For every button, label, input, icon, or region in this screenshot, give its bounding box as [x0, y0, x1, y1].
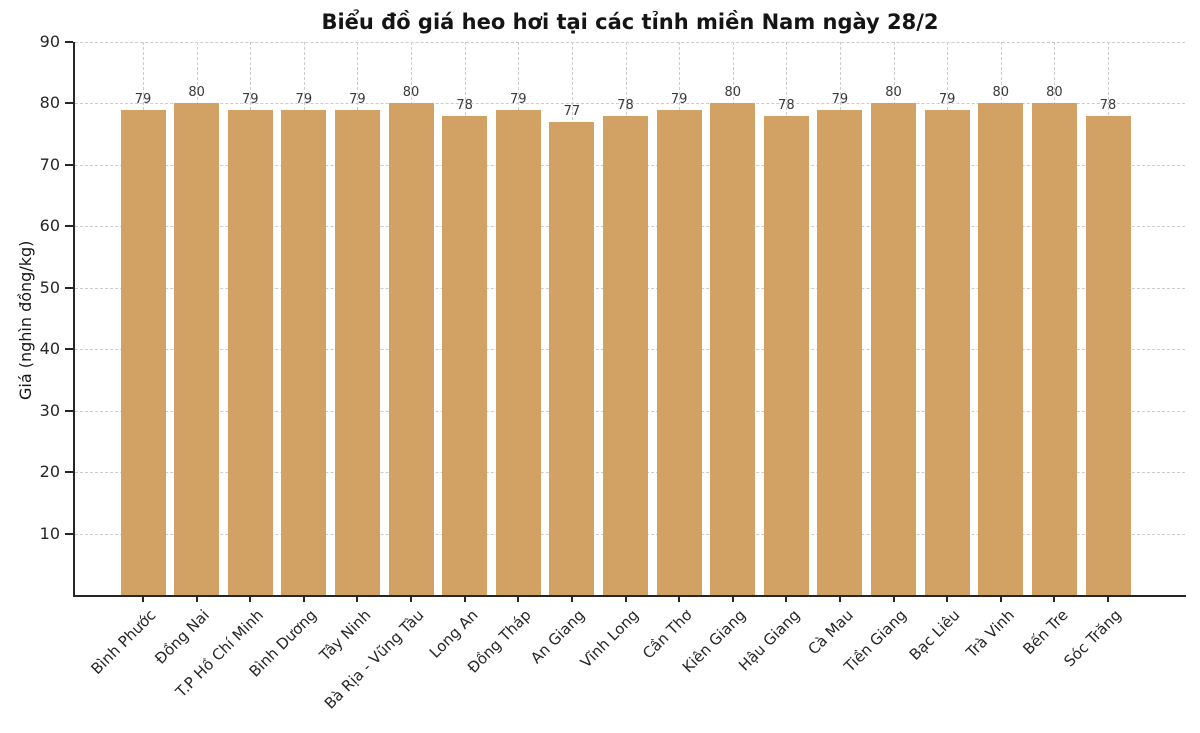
- x-tick-mark: [624, 596, 627, 602]
- y-tick-label: 50: [39, 277, 60, 297]
- y-tick-mark: [65, 409, 73, 412]
- x-tick-mark: [142, 596, 144, 602]
- y-axis-line: [73, 42, 75, 597]
- bar-value-label: 80: [724, 85, 741, 101]
- bar: [1085, 115, 1131, 595]
- chart-title: Biểu đồ giá heo hơi tại các tỉnh miền Na…: [321, 10, 939, 34]
- plot-area: 79 80 79 79 79 80 78 79 77 78 79 80 78 79 80 79 80 80 78: [75, 42, 1185, 595]
- bar-value-label: 80: [188, 85, 205, 101]
- bar-value-label: 79: [134, 91, 152, 107]
- y-tick-mark: [65, 532, 73, 535]
- gridline-horizontal: [75, 42, 1185, 43]
- bar-value-label: 78: [456, 97, 473, 113]
- x-tick-label: Bình Phước: [87, 606, 160, 678]
- bar-value-label: 80: [992, 85, 1010, 101]
- bar: [334, 109, 380, 595]
- bar: [603, 115, 648, 595]
- x-tick-mark: [946, 596, 949, 602]
- x-tick-label: Bạc Liêu: [906, 606, 964, 664]
- y-tick-label: 10: [39, 523, 60, 543]
- y-tick-mark: [65, 102, 73, 105]
- y-tick-label: 60: [39, 216, 60, 236]
- x-tick-mark: [195, 596, 198, 602]
- bar: [817, 109, 863, 595]
- x-tick-mark: [463, 596, 466, 602]
- x-tick-mark: [731, 596, 734, 602]
- bar: [281, 109, 327, 595]
- bar: [924, 109, 970, 595]
- y-tick-mark: [65, 163, 73, 166]
- y-axis-title: Giá (nghìn đồng/kg): [16, 240, 35, 400]
- x-tick-mark: [517, 596, 520, 602]
- x-tick-mark: [1053, 596, 1056, 602]
- x-tick-mark: [249, 596, 252, 602]
- y-tick-label: 80: [39, 93, 60, 113]
- x-tick-mark: [410, 596, 413, 602]
- bar-value-label: 78: [1099, 97, 1117, 113]
- bar-value-label: 79: [241, 91, 259, 107]
- bar: [1031, 103, 1077, 595]
- bar-value-label: 79: [938, 91, 956, 107]
- bar-value-label: 79: [670, 91, 688, 107]
- bar: [549, 121, 595, 595]
- bar-value-label: 80: [885, 85, 902, 101]
- x-tick-mark: [570, 596, 573, 602]
- bar: [174, 103, 220, 595]
- y-tick-mark: [65, 348, 73, 351]
- x-tick-mark: [678, 596, 681, 602]
- x-tick-mark: [302, 596, 305, 602]
- gridline-horizontal: [75, 103, 1185, 105]
- bar: [871, 103, 917, 595]
- bar-value-label: 80: [402, 85, 420, 101]
- y-tick-mark: [65, 41, 73, 43]
- x-tick-mark: [785, 596, 788, 602]
- bar-value-label: 78: [617, 97, 634, 113]
- bar: [495, 109, 541, 595]
- y-tick-label: 40: [39, 339, 60, 359]
- bar: [442, 115, 488, 595]
- y-tick-mark: [65, 471, 73, 474]
- bar-value-label: 77: [563, 103, 581, 119]
- bar: [710, 103, 756, 595]
- y-tick-label: 90: [39, 32, 60, 51]
- bar-value-label: 79: [349, 91, 366, 107]
- x-tick-mark: [892, 596, 895, 602]
- x-tick-label: Vĩnh Long: [576, 606, 643, 672]
- x-tick-mark: [838, 596, 841, 602]
- y-tick-label: 30: [39, 400, 60, 420]
- bar: [763, 115, 809, 595]
- x-tick-mark: [1107, 596, 1109, 602]
- bar-value-label: 79: [831, 91, 849, 107]
- x-tick-label: Sóc Trăng: [1060, 606, 1125, 671]
- y-tick-mark: [65, 225, 73, 228]
- y-tick-mark: [65, 286, 73, 289]
- y-tick-label: 70: [39, 154, 60, 174]
- bar-value-label: 80: [1046, 85, 1063, 101]
- x-axis-line: [73, 595, 1186, 597]
- x-tick-mark: [356, 596, 359, 602]
- x-tick-label: Trà Vinh: [962, 606, 1018, 662]
- x-tick-label: Bến Tre: [1018, 606, 1072, 659]
- bar-value-label: 78: [778, 97, 795, 113]
- bar: [227, 109, 273, 595]
- bar-value-label: 79: [509, 91, 527, 107]
- x-tick-label: Cà Mau: [804, 606, 857, 659]
- bar: [656, 109, 702, 595]
- bar: [388, 103, 434, 595]
- bar: [120, 109, 166, 595]
- bar-value-label: 79: [295, 91, 313, 107]
- bar: [978, 103, 1024, 595]
- x-tick-label: Bà Rịa - Vũng Tàu: [321, 606, 428, 713]
- y-tick-label: 20: [39, 462, 60, 482]
- x-tick-mark: [999, 596, 1002, 602]
